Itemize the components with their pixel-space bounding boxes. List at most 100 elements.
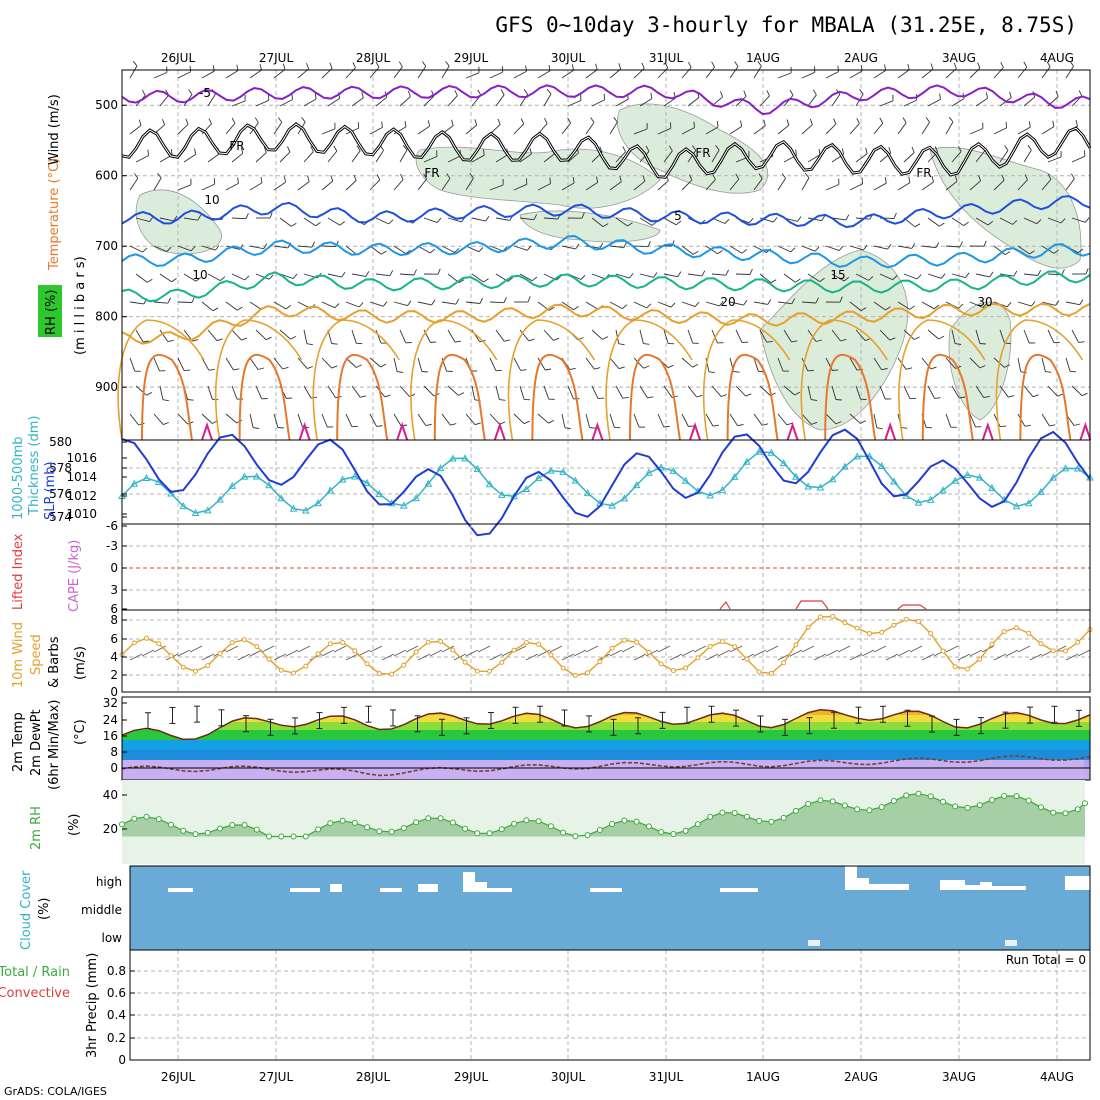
rh2m-marker (915, 790, 922, 797)
slp-line (121, 428, 1091, 537)
wind-speed-marker (560, 665, 566, 671)
wind-barb (927, 329, 939, 340)
wind-barb (327, 98, 340, 107)
wind-barb (495, 329, 505, 342)
rh2m-marker (192, 831, 199, 838)
wind-barb (927, 99, 941, 107)
wind-barb (297, 181, 310, 191)
wind-barb (897, 301, 911, 310)
rh2m-marker (768, 818, 775, 825)
wind-barb-flag (233, 368, 240, 371)
wind-speed-marker (1063, 648, 1068, 654)
wind-barb-flag (1057, 393, 1064, 397)
wind-barb (1017, 357, 1022, 372)
wind-speed-line (121, 615, 1091, 677)
wind-barb (225, 245, 240, 250)
rh2m-marker (658, 829, 665, 835)
wind-barb (903, 329, 915, 340)
precip-panel: 0.8 0.6 0.4 0.2 0 Run Total = 0 Total / Rain… (0, 949, 1091, 1067)
wind-barb (279, 217, 292, 227)
wind-barb (759, 95, 770, 107)
wind-barb (249, 357, 259, 370)
wind-barb-flag (868, 276, 874, 281)
thickness-marker (289, 504, 298, 512)
wind-barb (153, 357, 160, 372)
thickness-marker (963, 470, 972, 478)
wind-barb (777, 178, 786, 191)
wind-barb-flag (688, 61, 692, 68)
rh2m-marker (474, 830, 481, 837)
wind-barb-flag (564, 427, 571, 430)
wind-speed-marker (156, 641, 162, 647)
wind-speed-marker (891, 622, 897, 628)
wind-barb (711, 273, 726, 276)
surface-wind-barb (417, 653, 431, 661)
wind-speed-marker (193, 668, 198, 674)
wind-barb (633, 180, 646, 191)
wind-barb (135, 273, 148, 283)
surface-wind-barb (945, 645, 959, 653)
wind-barb-flag (220, 276, 226, 281)
tick-label: 0 (110, 685, 118, 699)
date-label-top: 3AUG (942, 51, 976, 65)
wind-barb (663, 385, 673, 398)
wind-barb (129, 245, 143, 253)
wind-barb (1041, 301, 1056, 306)
wind-barb (801, 357, 809, 371)
rh2m-marker (952, 803, 959, 810)
tick-label: 24 (103, 713, 118, 727)
temperature-contours: -5 FR FR FR FR 5 10 15 20 10 30 (117, 84, 1092, 441)
wind-barb (447, 329, 456, 343)
wind-barb (417, 413, 427, 426)
wind-barb-flag (781, 173, 786, 179)
wind-speed-marker (229, 640, 235, 646)
thickness-marker (559, 467, 567, 475)
wind-speed-marker (646, 649, 652, 655)
wind-barb-flag (575, 243, 580, 250)
wind-speed-marker (425, 639, 431, 645)
wind-speed-marker (364, 661, 370, 667)
rh2m-marker (241, 822, 248, 828)
rh2m-marker (266, 833, 272, 840)
date-label-top: 1AUG (746, 51, 780, 65)
wind-barb (537, 357, 546, 371)
wind-barb-flag (885, 306, 891, 311)
wind-barb-flag (485, 215, 490, 222)
wind-speed-marker (462, 659, 468, 665)
wind-barb-flag (670, 302, 676, 308)
wind-barb-flag (916, 274, 922, 280)
wind-barb (873, 301, 886, 311)
wind-barb-flag (380, 363, 387, 368)
wind-speed-marker (499, 659, 505, 665)
surface-wind-barb (261, 645, 275, 653)
temp-contour-25 (921, 353, 974, 441)
wind-speed-marker (744, 656, 750, 662)
wind-barb (249, 301, 262, 310)
wind-speed-marker (523, 640, 529, 645)
wind-barb-flag (840, 338, 847, 342)
wind-barb (543, 93, 552, 107)
wind10m-label-3: & Barbs (47, 636, 62, 688)
wind-barb (201, 70, 215, 79)
wind-barb-flag (421, 371, 428, 373)
wind-barb-flag (545, 368, 552, 371)
wind-barb (1065, 357, 1071, 372)
rh2m-axis: 40 20 (103, 788, 127, 836)
wind-barb-flag (212, 307, 219, 312)
wind-barb-flag (892, 275, 898, 281)
wind-barb-flag (290, 336, 297, 340)
rh2m-marker (792, 807, 799, 814)
wind-barb (273, 357, 283, 370)
wind-barb-flag (1013, 270, 1018, 277)
wind-speed-marker (254, 644, 260, 649)
surface-wind-barb (873, 645, 887, 653)
wind-barb-flag (888, 147, 892, 154)
rh2m-marker (1025, 797, 1032, 804)
temp-contour-25 (824, 353, 877, 441)
wind-barb (447, 385, 459, 396)
surface-wind-barb (897, 649, 911, 657)
precip-unit-label: 3hr Precip (mm) (85, 953, 100, 1058)
surface-wind-barb (993, 653, 1007, 661)
wind-barb-flag (647, 396, 654, 399)
thickness-marker (179, 502, 188, 510)
